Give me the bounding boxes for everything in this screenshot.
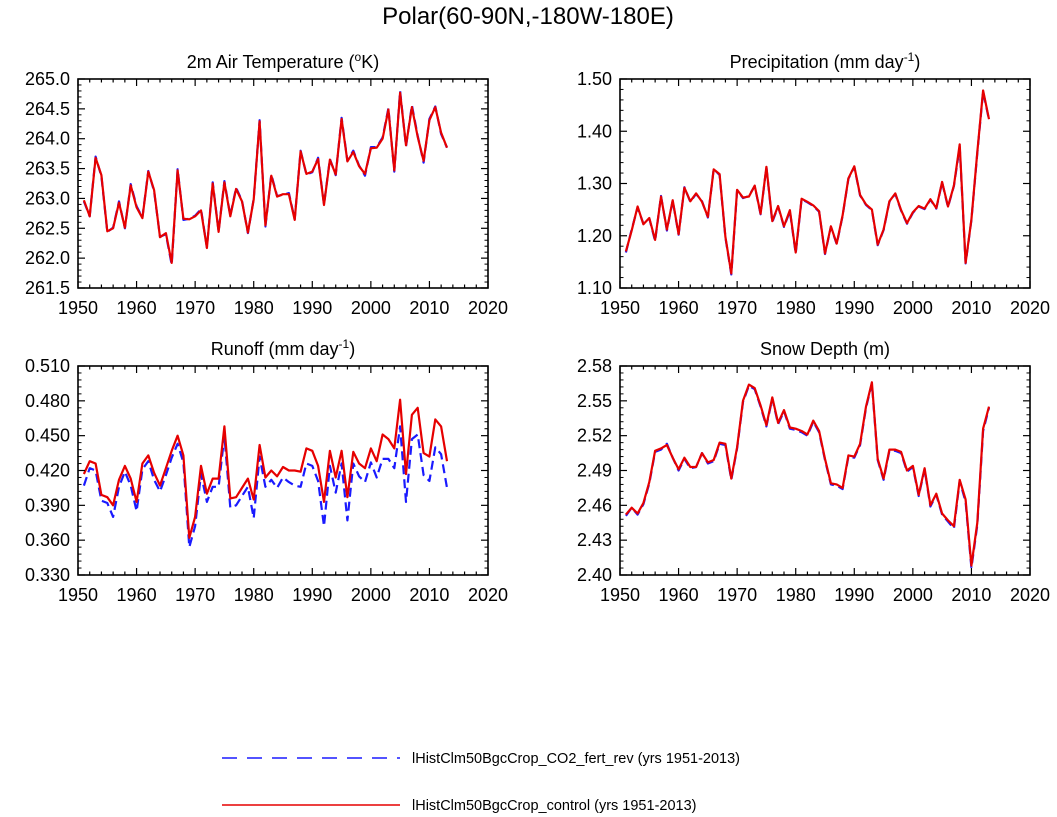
x-tick-label: 1990 [834, 585, 874, 605]
x-tick-label: 1970 [175, 585, 215, 605]
series-line-control [82, 91, 449, 264]
chart-panel-3: Runoff (mm day-1) 1950 1960 1970 1980 1990 200… [25, 337, 508, 605]
legend-label-control: lHistClm50BgcCrop_control (yrs 1951-2013… [412, 798, 696, 814]
series-line-control [624, 89, 991, 275]
y-tick-label: 263.5 [25, 159, 70, 179]
chart-panel-2: Precipitation (mm day-1) 1950 1960 1970 1980… [577, 50, 1050, 318]
legend-label-co2-fert-rev: lHistClm50BgcCrop_CO2_fert_rev (yrs 1951… [412, 751, 740, 767]
x-tick-label: 1990 [834, 298, 874, 318]
chart-panel-1: 2m Air Temperature (oK) 1950 1960 1970 1980 1… [25, 50, 508, 318]
x-tick-label: 1950 [58, 585, 98, 605]
panel-title: Runoff (mm day-1) [211, 337, 355, 359]
plot-frame [77, 78, 489, 289]
y-tick-label: 2.52 [577, 426, 612, 446]
x-tick-label: 1990 [292, 585, 332, 605]
x-tick-label: 1970 [717, 298, 757, 318]
x-tick-label: 2000 [893, 585, 933, 605]
y-tick-label: 1.20 [577, 226, 612, 246]
x-tick-label: 1960 [117, 585, 157, 605]
y-tick-label: 0.420 [25, 461, 70, 481]
chart-panel-4: Snow Depth (m) 1950 1960 1970 1980 1990 2000 20… [577, 339, 1050, 605]
x-tick-label: 1950 [600, 585, 640, 605]
y-tick-label: 0.390 [25, 495, 70, 515]
series-line-control [625, 381, 991, 567]
y-tick-label: 261.5 [25, 278, 70, 298]
y-tick-label: 1.30 [577, 174, 612, 194]
x-tick-label: 1950 [600, 298, 640, 318]
x-tick-label: 2010 [951, 298, 991, 318]
y-tick-label: 264.5 [25, 99, 70, 119]
x-tick-label: 2000 [351, 298, 391, 318]
panel-title: Snow Depth (m) [760, 339, 890, 359]
x-tick-label: 1960 [117, 298, 157, 318]
y-tick-label: 1.10 [577, 278, 612, 298]
x-tick-label: 1980 [776, 585, 816, 605]
x-tick-label: 1960 [659, 585, 699, 605]
panel-title: 2m Air Temperature (oK) [187, 50, 379, 72]
x-tick-label: 2000 [351, 585, 391, 605]
plot-frame [77, 365, 489, 576]
legend: lHistClm50BgcCrop_CO2_fert_rev (yrs 1951… [222, 751, 740, 814]
x-tick-label: 1980 [234, 298, 274, 318]
series-line-co2-fert-rev [625, 382, 991, 570]
x-tick-label: 1950 [58, 298, 98, 318]
y-tick-label: 0.480 [25, 391, 70, 411]
panel-title: Precipitation (mm day-1) [730, 50, 921, 72]
series-line-co2-fert-rev [82, 425, 449, 549]
y-tick-label: 2.43 [577, 530, 612, 550]
x-tick-label: 2020 [468, 298, 508, 318]
y-tick-label: 265.0 [25, 69, 70, 89]
x-tick-label: 1960 [659, 298, 699, 318]
x-tick-label: 2020 [1010, 298, 1050, 318]
y-tick-label: 2.46 [577, 495, 612, 515]
series-line-control [82, 398, 449, 539]
x-tick-label: 1970 [717, 585, 757, 605]
x-tick-label: 2010 [409, 298, 449, 318]
x-tick-label: 2000 [893, 298, 933, 318]
plot-frame [619, 78, 1031, 289]
y-tick-label: 262.5 [25, 218, 70, 238]
series-line-co2-fert-rev [624, 90, 991, 276]
figure-title: Polar(60-90N,-180W-180E) [382, 3, 674, 30]
y-tick-label: 0.510 [25, 356, 70, 376]
x-tick-label: 2010 [951, 585, 991, 605]
x-tick-label: 2010 [409, 585, 449, 605]
y-tick-label: 1.50 [577, 69, 612, 89]
y-tick-label: 2.49 [577, 461, 612, 481]
y-tick-label: 262.0 [25, 248, 70, 268]
y-tick-label: 0.330 [25, 565, 70, 585]
x-tick-label: 2020 [1010, 585, 1050, 605]
y-tick-label: 2.55 [577, 391, 612, 411]
x-tick-label: 1980 [776, 298, 816, 318]
y-tick-label: 2.40 [577, 565, 612, 585]
x-tick-label: 1970 [175, 298, 215, 318]
y-tick-label: 263.0 [25, 188, 70, 208]
series-line-co2-fert-rev [82, 89, 449, 266]
panels: 2m Air Temperature (oK) 1950 1960 1970 1980 1… [25, 50, 1050, 605]
y-tick-label: 0.360 [25, 530, 70, 550]
y-tick-label: 1.40 [577, 121, 612, 141]
x-tick-label: 1990 [292, 298, 332, 318]
x-tick-label: 1980 [234, 585, 274, 605]
y-tick-label: 264.0 [25, 129, 70, 149]
x-tick-label: 2020 [468, 585, 508, 605]
y-tick-label: 2.58 [577, 356, 612, 376]
y-tick-label: 0.450 [25, 426, 70, 446]
